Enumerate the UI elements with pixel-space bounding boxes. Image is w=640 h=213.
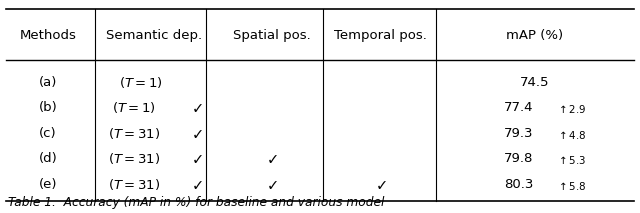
Text: $\checkmark$: $\checkmark$ [191, 177, 203, 192]
Text: $(T = 31)$: $(T = 31)$ [108, 126, 161, 141]
Text: (e): (e) [39, 178, 57, 191]
Text: $\checkmark$: $\checkmark$ [191, 151, 203, 166]
Text: 80.3: 80.3 [504, 178, 533, 191]
Text: 79.3: 79.3 [504, 127, 533, 140]
Text: Semantic dep.: Semantic dep. [106, 29, 202, 42]
Text: Temporal pos.: Temporal pos. [334, 29, 428, 42]
Text: (c): (c) [39, 127, 57, 140]
Text: $\checkmark$: $\checkmark$ [191, 100, 203, 115]
Text: 74.5: 74.5 [520, 75, 549, 89]
Text: $_{\uparrow 2.9}$: $_{\uparrow 2.9}$ [556, 101, 587, 116]
Text: $(T = 31)$: $(T = 31)$ [108, 151, 161, 166]
Text: $_{\uparrow 4.8}$: $_{\uparrow 4.8}$ [557, 127, 586, 142]
Text: $(T = 31)$: $(T = 31)$ [108, 177, 161, 192]
Text: $\checkmark$: $\checkmark$ [266, 177, 278, 192]
Text: 79.8: 79.8 [504, 152, 533, 165]
Text: $\checkmark$: $\checkmark$ [266, 151, 278, 166]
Text: $_{\uparrow 5.3}$: $_{\uparrow 5.3}$ [556, 152, 587, 167]
Text: (b): (b) [38, 101, 58, 114]
Text: 77.4: 77.4 [504, 101, 533, 114]
Text: mAP (%): mAP (%) [506, 29, 563, 42]
Text: $\checkmark$: $\checkmark$ [191, 126, 203, 141]
Text: Table 1.  Accuracy (mAP in %) for baseline and various model: Table 1. Accuracy (mAP in %) for baselin… [8, 196, 384, 209]
Text: Spatial pos.: Spatial pos. [233, 29, 311, 42]
Text: Methods: Methods [20, 29, 76, 42]
Text: $_{\uparrow 5.8}$: $_{\uparrow 5.8}$ [557, 178, 586, 193]
Text: $(T = 1)$: $(T = 1)$ [113, 100, 156, 115]
Text: (d): (d) [38, 152, 58, 165]
Text: (a): (a) [39, 75, 57, 89]
Text: $\checkmark$: $\checkmark$ [375, 177, 387, 192]
Text: $(T = 1)$: $(T = 1)$ [119, 75, 163, 89]
